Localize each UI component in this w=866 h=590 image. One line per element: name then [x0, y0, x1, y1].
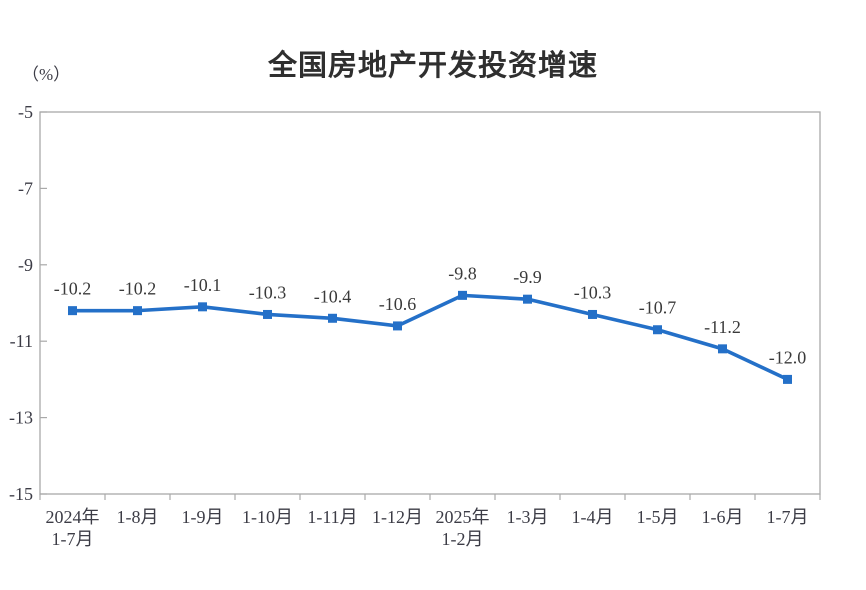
data-point-marker	[458, 290, 467, 300]
data-label: -12.0	[769, 347, 807, 367]
x-tick-label: 1-6月	[702, 507, 744, 527]
plot-border	[39, 111, 821, 495]
y-axis-unit-label: （%）	[22, 65, 71, 84]
x-tick-label: 1-3月	[507, 507, 549, 527]
data-point-marker	[328, 313, 337, 323]
data-point-marker	[198, 302, 207, 312]
x-tick-label: 2025年 1-2月	[436, 507, 490, 549]
x-tick-label: 2024年 1-7月	[46, 507, 100, 549]
data-point-marker	[523, 294, 532, 304]
chart-title: 全国房地产开发投资增速	[267, 50, 598, 82]
y-tick-label: -11	[10, 331, 33, 351]
data-label: -10.4	[314, 286, 352, 306]
x-tick-label: 1-8月	[117, 507, 159, 527]
x-tick-label: 1-10月	[242, 507, 293, 527]
x-tick-label: 1-11月	[307, 507, 357, 527]
data-point-marker	[133, 306, 142, 316]
data-label: -10.7	[639, 298, 677, 318]
data-label: -10.3	[574, 282, 612, 302]
y-tick-label: -7	[18, 178, 33, 198]
data-point-marker	[393, 321, 402, 331]
x-tick-label: 1-12月	[372, 507, 423, 527]
y-tick-label: -15	[9, 484, 33, 504]
data-label: -10.2	[54, 279, 92, 299]
x-tick-label: 1-5月	[637, 507, 679, 527]
data-label: -10.2	[119, 279, 157, 299]
data-point-marker	[588, 309, 597, 319]
data-point-marker	[783, 374, 792, 384]
data-label: -11.2	[704, 317, 741, 337]
y-tick-label: -13	[9, 408, 33, 428]
data-point-marker	[68, 306, 77, 316]
y-tick-label: -9	[18, 255, 33, 275]
x-tick-label: 1-7月	[767, 507, 809, 527]
x-tick-label: 1-4月	[572, 507, 614, 527]
data-label: -10.1	[184, 275, 222, 295]
data-label: -10.3	[249, 282, 287, 302]
data-label: -9.8	[448, 263, 477, 283]
data-point-marker	[263, 309, 272, 319]
data-point-marker	[653, 325, 662, 335]
x-tick-label: 1-9月	[182, 507, 224, 527]
y-tick-label: -5	[18, 102, 33, 122]
data-label: -9.9	[513, 267, 542, 287]
series-line	[70, 293, 790, 382]
data-label: -10.6	[379, 294, 417, 314]
data-point-marker	[718, 344, 727, 354]
